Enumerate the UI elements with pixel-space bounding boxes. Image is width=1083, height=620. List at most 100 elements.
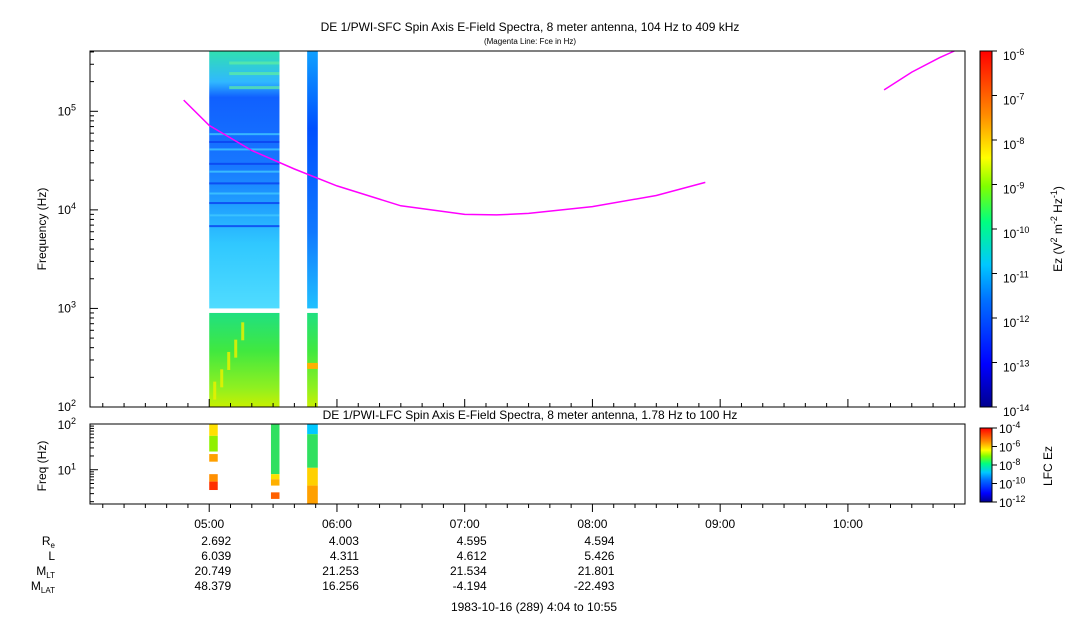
sfc-plot-frame (89, 50, 966, 408)
sfc-spectral-band (209, 225, 280, 228)
lfc-spectral-cell (209, 481, 218, 491)
lfc-y-label: Freq (Hz) (35, 441, 49, 492)
time-axis: 05:00 06:00 07:00 08:00 09:00 10:00 (102, 399, 955, 531)
sfc-cbar-tick-label: 10-12 (1003, 314, 1029, 330)
sfc-spectral-band (229, 86, 280, 90)
sfc-cbar-tick-label: 10-10 (1003, 225, 1029, 241)
ephemeris-value: 16.256 (322, 579, 359, 593)
time-tick-label: 08:00 (577, 517, 607, 531)
sfc-spectral-burst (241, 322, 245, 341)
sfc-cbar-tick-label: 10-6 (1003, 47, 1024, 63)
lfc-cbar-tick-label: 10-12 (999, 494, 1025, 510)
lfc-title: DE 1/PWI-LFC Spin Axis E-Field Spectra, … (323, 408, 738, 422)
sfc-cbar-tick-label: 10-8 (1003, 136, 1024, 152)
sfc-subtitle: (Magenta Line: Fce in Hz) (484, 37, 576, 46)
sfc-block-2-low (307, 312, 318, 407)
sfc-spectral-band (209, 148, 280, 151)
sfc-spectral-band (209, 162, 280, 165)
lfc-cbar-tick-label: 10-4 (999, 420, 1020, 436)
ephemeris-value: 4.595 (457, 534, 487, 548)
sfc-y-tick-label: 103 (58, 299, 76, 315)
lfc-spectral-cell (307, 467, 318, 486)
ephemeris-value: 21.253 (322, 564, 359, 578)
lfc-spectral-cell (307, 434, 318, 468)
ephemeris-value: 2.692 (201, 534, 231, 548)
sfc-spectral-band (209, 140, 280, 143)
ephemeris-value: 5.426 (584, 549, 614, 563)
sfc-block-2-high (307, 51, 318, 309)
lfc-spectral-cell (209, 424, 218, 436)
sfc-cbar-tick-label: 10-11 (1003, 270, 1029, 286)
sfc-spectral-burst (227, 351, 231, 370)
lfc-spectrogram-blocks (209, 424, 318, 504)
lfc-plot-frame (89, 423, 966, 505)
fce-line-segment-2 (883, 50, 955, 91)
ephemeris-table: Re 2.692 4.003 4.595 4.594 L 6.039 4.311 4.612 5.… (31, 534, 615, 595)
sfc-title: DE 1/PWI-SFC Spin Axis E-Field Spectra, … (321, 20, 740, 34)
ephemeris-value: 20.749 (195, 564, 232, 578)
sfc-spectral-band (229, 61, 280, 65)
ephemeris-value: 48.379 (195, 579, 232, 593)
ephemeris-value: 4.311 (330, 549, 359, 563)
time-tick-label: 07:00 (450, 517, 480, 531)
lfc-colorbar-label: LFC Ez (1041, 446, 1055, 486)
lfc-spectral-cell (209, 435, 218, 452)
lfc-spectral-cell (209, 474, 218, 482)
ephemeris-value: 4.594 (584, 534, 614, 548)
ephemeris-row-label: L (48, 549, 55, 563)
sfc-colorbar (979, 50, 993, 408)
time-tick-label: 10:00 (833, 517, 863, 531)
lfc-spectral-cell (270, 474, 280, 480)
lfc-y-tick-label: 101 (58, 462, 76, 478)
lfc-cbar-tick-label: 10-6 (999, 439, 1020, 455)
sfc-block-1-low (209, 312, 280, 407)
lfc-spectral-cell (209, 454, 218, 462)
sfc-block-1-high (209, 51, 280, 309)
lfc-spectral-cell (270, 424, 280, 475)
lfc-colorbar (979, 427, 993, 503)
lfc-cbar-tick-label: 10-10 (999, 476, 1025, 492)
sfc-spectral-band (209, 214, 280, 217)
sfc-spectral-band (209, 170, 280, 173)
sfc-cbar-tick-label: 10-13 (1003, 359, 1029, 375)
sfc-spectral-burst (213, 381, 217, 400)
ephemeris-row-label: Re (42, 534, 56, 550)
ephemeris-row-label: MLAT (31, 579, 55, 595)
ephemeris-value: 21.534 (450, 564, 487, 578)
ephemeris-row-label: MLT (36, 564, 55, 580)
lfc-spectral-cell (270, 492, 280, 499)
sfc-spectral-band (209, 133, 280, 136)
sfc-cbar-tick-label: 10-7 (1003, 92, 1024, 108)
ephemeris-value: -4.194 (453, 579, 487, 593)
time-tick-label: 06:00 (322, 517, 352, 531)
lfc-colorbar-ticks: 10-4 10-6 10-8 10-10 10-12 (992, 420, 1025, 510)
date-label: 1983-10-16 (289) 4:04 to 10:55 (451, 600, 617, 614)
lfc-y-axis: 101 102 (58, 416, 98, 503)
ephemeris-value: 4.003 (329, 534, 359, 548)
sfc-spectral-band (209, 202, 280, 205)
sfc-y-tick-label: 105 (58, 102, 76, 118)
sfc-cbar-tick-label: 10-9 (1003, 181, 1024, 197)
sfc-spectral-burst (307, 362, 318, 369)
sfc-y-tick-label: 102 (58, 398, 76, 414)
sfc-spectral-band (209, 182, 280, 185)
sfc-spectral-burst (234, 339, 238, 358)
sfc-spectral-band (209, 192, 280, 195)
lfc-cbar-tick-label: 10-8 (999, 457, 1020, 473)
sfc-y-tick-label: 104 (58, 201, 76, 217)
ephemeris-value: 21.801 (578, 564, 615, 578)
ephemeris-value: -22.493 (574, 579, 615, 593)
lfc-spectral-cell (270, 479, 280, 486)
sfc-fce-curves (183, 50, 955, 216)
fce-line-segment-1 (183, 99, 706, 216)
ephemeris-value: 6.039 (201, 549, 231, 563)
lfc-spectral-cell (307, 485, 318, 504)
sfc-cbar-tick-label: 10-14 (1003, 403, 1029, 419)
time-tick-label: 09:00 (705, 517, 735, 531)
sfc-y-label: Frequency (Hz) (35, 188, 49, 271)
time-tick-label: 05:00 (194, 517, 224, 531)
sfc-spectrogram-blocks (209, 51, 318, 407)
lfc-spectral-cell (307, 424, 318, 435)
sfc-spectral-band (229, 72, 280, 76)
